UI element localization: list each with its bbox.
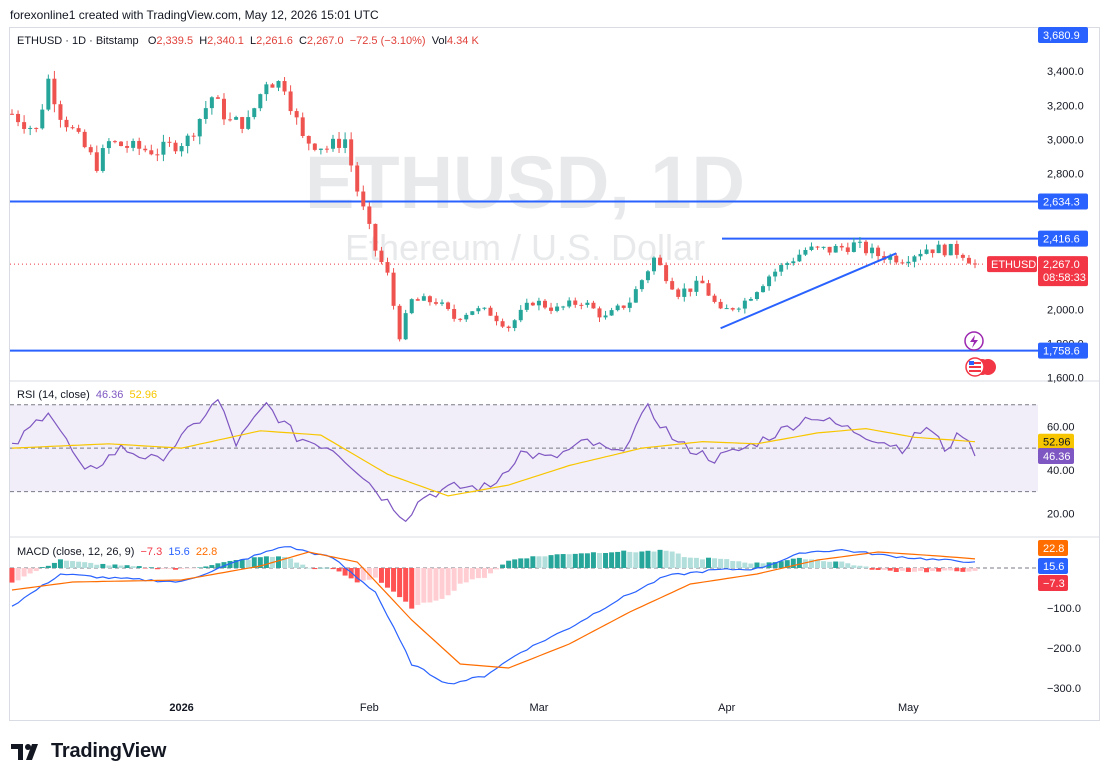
rsi-legend-value: 46.36 <box>95 389 124 401</box>
brand-name: TradingView <box>51 740 167 762</box>
volume-value: 4.34 K <box>446 35 479 47</box>
high-label: H <box>199 35 208 47</box>
macd-legend-value: 15.6 <box>168 546 190 558</box>
tradingview-logo[interactable]: TradingView <box>11 740 166 763</box>
close-label: C <box>298 35 307 47</box>
low-label: L <box>249 35 257 47</box>
macd-title[interactable]: MACD (close, 12, 26, 9) <box>17 546 135 558</box>
rsi-title[interactable]: RSI (14, close) <box>17 389 90 401</box>
symbol-name[interactable]: ETHUSD · 1D · Bitstamp <box>17 35 139 47</box>
low-value: 2,261.6 <box>256 35 293 47</box>
chart-frame <box>9 27 1100 721</box>
change-value: −72.5 (−3.10%) <box>349 35 426 47</box>
rsi-ma-legend-value: 52.96 <box>129 389 158 401</box>
high-value: 2,340.1 <box>207 35 244 47</box>
rsi-legend[interactable]: RSI (14, close) 46.36 52.96 <box>17 389 157 401</box>
macd-hist-legend-value: −7.3 <box>140 546 163 558</box>
open-label: O <box>147 35 157 47</box>
volume-label: Vol <box>431 35 447 47</box>
macd-legend[interactable]: MACD (close, 12, 26, 9) −7.3 15.6 22.8 <box>17 546 217 558</box>
close-value: 2,267.0 <box>306 35 344 47</box>
symbol-legend[interactable]: ETHUSD · 1D · Bitstamp O2,339.5 H2,340.1… <box>17 35 479 47</box>
tradingview-logo-icon <box>11 743 38 760</box>
chart-caption: forexonline1 created with TradingView.co… <box>10 8 379 22</box>
macd-signal-legend-value: 22.8 <box>195 546 218 558</box>
open-value: 2,339.5 <box>156 35 194 47</box>
